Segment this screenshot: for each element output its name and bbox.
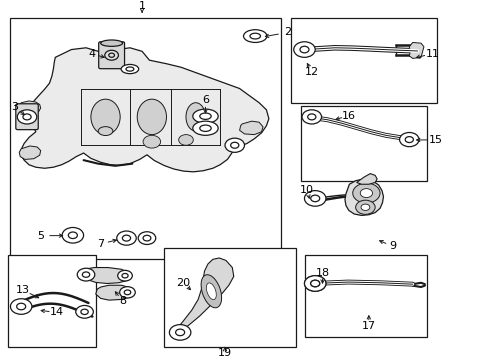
- Text: 15: 15: [428, 135, 442, 145]
- Text: 11: 11: [425, 49, 439, 59]
- Bar: [305, 255, 427, 337]
- Text: 5: 5: [37, 231, 43, 240]
- Text: 9: 9: [388, 241, 395, 251]
- Text: 17: 17: [361, 321, 375, 331]
- Text: 3: 3: [11, 102, 18, 112]
- Circle shape: [310, 195, 319, 202]
- Circle shape: [302, 110, 321, 124]
- Ellipse shape: [243, 30, 266, 42]
- Ellipse shape: [91, 99, 120, 135]
- Polygon shape: [19, 101, 41, 114]
- Circle shape: [360, 189, 372, 198]
- Ellipse shape: [121, 64, 139, 74]
- Text: 16: 16: [341, 111, 355, 121]
- Circle shape: [143, 235, 151, 241]
- Circle shape: [169, 325, 190, 340]
- Circle shape: [17, 303, 26, 310]
- Circle shape: [138, 232, 156, 244]
- Circle shape: [360, 204, 369, 211]
- Ellipse shape: [201, 275, 221, 308]
- Circle shape: [399, 132, 418, 147]
- Ellipse shape: [185, 103, 205, 131]
- Circle shape: [143, 135, 160, 148]
- Circle shape: [310, 280, 319, 287]
- Ellipse shape: [206, 283, 216, 300]
- Ellipse shape: [126, 67, 134, 71]
- Circle shape: [304, 276, 325, 291]
- Polygon shape: [408, 42, 423, 58]
- Circle shape: [124, 290, 130, 295]
- Circle shape: [118, 270, 132, 281]
- Text: 12: 12: [305, 67, 319, 77]
- Polygon shape: [356, 174, 376, 184]
- Circle shape: [405, 136, 412, 143]
- Ellipse shape: [249, 33, 260, 39]
- Ellipse shape: [200, 113, 211, 120]
- Text: 7: 7: [97, 239, 104, 249]
- Text: 19: 19: [218, 348, 232, 358]
- Circle shape: [120, 287, 135, 298]
- Bar: [10, 18, 281, 259]
- Text: 2: 2: [284, 27, 291, 37]
- Circle shape: [17, 110, 37, 124]
- Bar: [300, 106, 427, 181]
- Circle shape: [108, 53, 114, 57]
- Circle shape: [82, 272, 89, 277]
- Bar: [8, 255, 96, 347]
- Circle shape: [175, 329, 184, 336]
- Text: 1: 1: [138, 1, 145, 11]
- Circle shape: [310, 280, 319, 287]
- Text: 4: 4: [88, 49, 95, 59]
- Ellipse shape: [200, 125, 211, 131]
- Polygon shape: [81, 267, 130, 283]
- Circle shape: [76, 305, 93, 318]
- Circle shape: [352, 183, 379, 203]
- Circle shape: [304, 276, 325, 291]
- Circle shape: [230, 142, 238, 148]
- Circle shape: [68, 232, 77, 239]
- Circle shape: [355, 200, 374, 214]
- Circle shape: [77, 268, 95, 281]
- Circle shape: [304, 190, 325, 206]
- Circle shape: [178, 135, 193, 145]
- Circle shape: [62, 228, 83, 243]
- Text: 10: 10: [300, 185, 313, 195]
- Text: 6: 6: [202, 95, 208, 105]
- Bar: [163, 248, 295, 347]
- Circle shape: [122, 274, 128, 278]
- Ellipse shape: [192, 109, 218, 123]
- Bar: [290, 18, 436, 103]
- Circle shape: [104, 50, 118, 60]
- Circle shape: [224, 138, 244, 152]
- Text: 18: 18: [315, 268, 329, 278]
- Ellipse shape: [101, 40, 122, 46]
- Circle shape: [122, 235, 130, 241]
- Text: 14: 14: [50, 307, 64, 318]
- Text: 8: 8: [119, 296, 126, 306]
- Text: 20: 20: [176, 278, 190, 288]
- Circle shape: [299, 46, 308, 53]
- Polygon shape: [344, 179, 383, 215]
- Text: 13: 13: [15, 285, 29, 295]
- Polygon shape: [239, 121, 263, 135]
- Circle shape: [293, 42, 315, 57]
- Ellipse shape: [192, 121, 218, 135]
- Circle shape: [23, 114, 31, 120]
- Polygon shape: [96, 285, 133, 300]
- Circle shape: [117, 231, 136, 245]
- Ellipse shape: [137, 99, 166, 135]
- Circle shape: [307, 114, 315, 120]
- Circle shape: [81, 309, 88, 315]
- FancyBboxPatch shape: [16, 104, 38, 130]
- FancyBboxPatch shape: [99, 42, 124, 69]
- Polygon shape: [172, 258, 233, 337]
- Ellipse shape: [98, 127, 113, 135]
- Circle shape: [10, 299, 32, 314]
- Polygon shape: [21, 48, 268, 172]
- Polygon shape: [19, 146, 41, 159]
